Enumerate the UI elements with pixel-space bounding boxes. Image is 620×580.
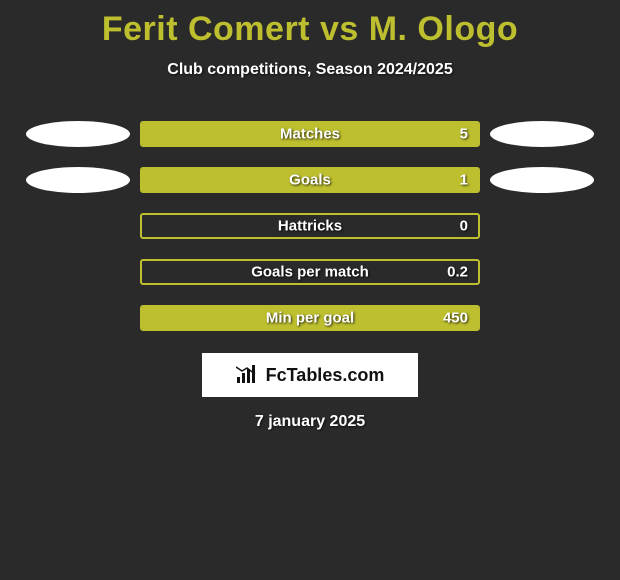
stat-bar: Min per goal 450	[140, 305, 480, 331]
stat-label: Goals per match	[251, 264, 369, 281]
stat-bar: Goals 1	[140, 167, 480, 193]
stat-label: Min per goal	[266, 310, 354, 327]
stat-bar: Hattricks 0	[140, 213, 480, 239]
stat-row: Goals per match 0.2	[0, 259, 620, 285]
date-label: 7 january 2025	[0, 413, 620, 431]
stat-value: 0.2	[447, 264, 468, 281]
stat-label: Hattricks	[278, 218, 342, 235]
left-ellipse	[26, 167, 130, 193]
stat-label: Goals	[289, 172, 331, 189]
stat-row: Goals 1	[0, 167, 620, 193]
stat-row: Min per goal 450	[0, 305, 620, 331]
subtitle: Club competitions, Season 2024/2025	[0, 61, 620, 79]
stat-value: 450	[443, 310, 468, 327]
right-ellipse	[490, 121, 594, 147]
bar-chart-icon	[236, 365, 260, 385]
stat-bar: Matches 5	[140, 121, 480, 147]
stat-value: 0	[460, 218, 468, 235]
stat-row: Hattricks 0	[0, 213, 620, 239]
stat-row: Matches 5	[0, 121, 620, 147]
page-title: Ferit Comert vs M. Ologo	[0, 0, 620, 49]
stat-value: 1	[460, 172, 468, 189]
stat-label: Matches	[280, 126, 340, 143]
source-logo: FcTables.com	[202, 353, 418, 397]
left-ellipse	[26, 121, 130, 147]
stat-value: 5	[460, 126, 468, 143]
stat-bar: Goals per match 0.2	[140, 259, 480, 285]
right-ellipse	[490, 167, 594, 193]
source-logo-text: FcTables.com	[266, 365, 385, 386]
stats-container: Matches 5 Goals 1 Hattricks 0 Goals per match 0…	[0, 121, 620, 331]
